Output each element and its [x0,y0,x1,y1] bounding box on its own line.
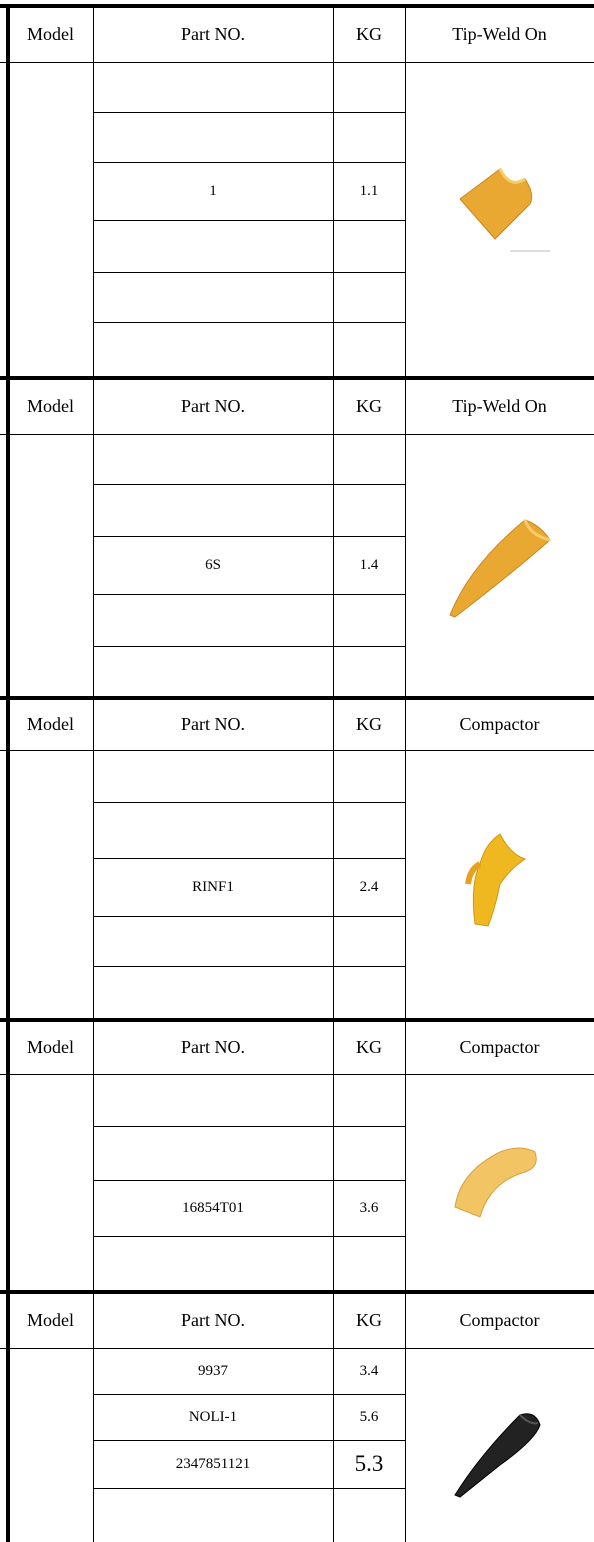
header-cell: KG [356,1309,382,1330]
rule [93,272,405,273]
part-no: 1 [209,182,217,199]
rule [93,536,405,537]
rule [333,1020,334,1290]
rule [405,378,406,696]
rule [405,1020,406,1290]
header-cell: KG [356,395,382,416]
header-cell: Part NO. [181,23,245,44]
rule [405,1292,406,1542]
header-cell: Part NO. [181,1309,245,1330]
header-cell: Part NO. [181,713,245,734]
rule [93,1236,405,1237]
header-cell: Part NO. [181,395,245,416]
rule [6,698,10,1018]
header-cell: Model [27,1036,74,1057]
kg: 5.3 [354,1451,384,1476]
rule [0,434,93,435]
kg: 3.6 [359,1199,379,1216]
rule [405,1074,594,1075]
kg: 5.6 [359,1408,379,1425]
rule [93,1488,405,1489]
header-cell: Tip-Weld On [452,23,547,44]
rule [6,1020,10,1290]
rule [93,434,405,435]
rule [405,698,406,1018]
part-image [465,833,527,927]
kg: 3.4 [359,1362,379,1379]
rule [6,378,10,696]
rule [93,1292,94,1542]
rule [405,1348,594,1349]
rule [93,62,405,63]
rule [93,1348,405,1349]
rule [93,1394,405,1395]
part-no: 2347851121 [175,1455,251,1472]
rule [0,376,594,380]
rule [93,1020,94,1290]
rule [0,4,594,8]
part-no: RINF1 [192,878,234,895]
header-cell: Part NO. [181,1036,245,1057]
part-no: 9937 [198,1362,228,1379]
rule [93,162,405,163]
rule [93,220,405,221]
rule [333,378,334,696]
rule [405,6,406,376]
header-cell: Model [27,1309,74,1330]
rule [93,1074,405,1075]
rule [93,646,405,647]
part-no: 6S [205,556,221,573]
rule [405,434,594,435]
part-image [454,1413,541,1498]
header-cell: KG [356,713,382,734]
rule [93,378,94,696]
rule [333,1292,334,1542]
rule [93,1440,405,1441]
rule [93,1180,405,1181]
kg: 2.4 [359,878,379,895]
rule [93,594,405,595]
rule [93,6,94,376]
part-image [449,519,551,618]
header-cell: KG [356,23,382,44]
header-cell: Model [27,395,74,416]
header-cell: Model [27,23,74,44]
rule [0,62,93,63]
rule [333,6,334,376]
part-image [454,1147,537,1218]
rule [93,484,405,485]
part-image [459,168,550,252]
part-no: 16854T01 [182,1199,244,1216]
header-cell: Model [27,713,74,734]
header-cell: Compactor [459,1036,540,1057]
rule [0,1018,594,1022]
rule [93,916,405,917]
rule [93,966,405,967]
header-cell: Tip-Weld On [452,395,547,416]
rule [405,62,594,63]
rule [0,696,594,700]
rule [6,1292,10,1542]
rule [93,322,405,323]
rule [0,750,93,751]
part-no: NOLI-1 [188,1408,238,1425]
header-cell: KG [356,1036,382,1057]
header-cell: Compactor [459,1309,540,1330]
rule [93,1126,405,1127]
kg: 1.1 [359,182,379,199]
rule [93,858,405,859]
rule [93,698,94,1018]
header-cell: Compactor [459,713,540,734]
rule [0,1290,594,1294]
rule [93,802,405,803]
rule [93,750,405,751]
rule [333,698,334,1018]
kg: 1.4 [359,556,379,573]
rule [93,112,405,113]
rule [0,1074,93,1075]
rule [0,1348,93,1349]
rule [6,6,10,376]
rule [405,750,594,751]
